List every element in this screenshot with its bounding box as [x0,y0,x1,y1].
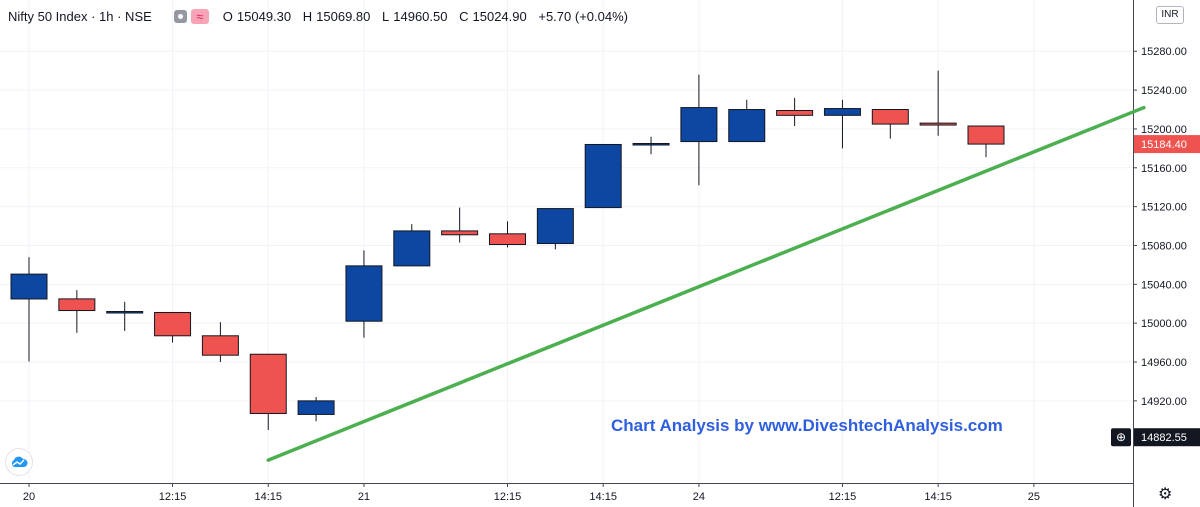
time-tick-label: 14:15 [589,491,617,503]
price-tick-label: 15200.00 [1141,124,1187,136]
last-price-tag [1134,135,1200,154]
time-tick-label: 25 [1028,491,1040,503]
time-tick-label: 12:15 [829,491,857,503]
crosshair-price-tag [1134,428,1200,447]
crosshair-plus-button [1111,428,1131,447]
eye-icon[interactable] [173,9,187,23]
price-tick-label: 15240.00 [1141,85,1187,97]
time-tick-label: 12:15 [494,491,522,503]
candle-body [249,353,287,414]
low-value: 14960.50 [393,8,448,24]
price-tick-label: 15280.00 [1141,46,1187,58]
last-price-label: 15184.40 [1141,139,1187,151]
wave-icon[interactable]: ≈ [190,8,209,24]
candle-body [776,109,814,116]
price-tick-label: 15040.00 [1141,279,1187,291]
price-tick-label: 14960.00 [1141,357,1187,369]
change-value: +5.70 (+0.04%) [538,8,628,24]
candle-body [345,265,383,322]
candle-body [728,109,766,143]
candle-body [393,230,431,267]
candle-body [489,233,526,246]
close-value: 15024.90 [472,8,527,24]
symbol-title[interactable]: Nifty 50 Index · 1h · NSE [8,8,152,24]
time-tick-label: 21 [358,491,370,503]
candle-body [967,125,1005,145]
candle-body [441,230,479,236]
time-tick-label: 24 [693,491,705,503]
price-tick-label: 14920.00 [1141,396,1187,408]
candle-body [632,143,670,146]
price-tick-label: 15080.00 [1141,240,1187,252]
price-tick-label: 15160.00 [1141,163,1187,175]
candle-body [919,122,957,126]
candle-body [10,273,48,300]
price-tick-label: 15120.00 [1141,202,1187,214]
candle-body [871,109,909,125]
watermark-text: Chart Analysis by www.DiveshtechAnalysis… [611,416,1003,435]
candle-body [58,298,96,312]
currency-badge[interactable]: INR [1156,6,1184,24]
candle-body [201,335,239,356]
candle-body [154,311,192,337]
candle-body [680,107,718,143]
price-tick-label: 15000.00 [1141,318,1187,330]
time-tick-label: 12:15 [159,491,187,503]
ohlc-values: O 15049.30 H 15069.80 L 14960.50 C 15024.90 … [222,8,628,24]
open-value: 15049.30 [236,8,292,24]
time-tick-label: 20 [23,491,35,503]
candle-body [584,143,622,209]
crosshair-price-label: 14882.55 [1141,432,1187,444]
time-tick-label: 14:15 [924,491,952,503]
gear-icon[interactable]: ⚙ [1158,486,1173,503]
candle-body [536,208,574,245]
trendline [266,105,1146,462]
high-value: 15069.80 [316,8,371,24]
candle-body [297,400,335,415]
candle-body [823,108,861,116]
cloud-logo-icon[interactable] [6,449,32,475]
candle-body [106,311,144,314]
time-tick-label: 14:15 [254,491,282,503]
plus-icon: ⊕ [1116,430,1126,444]
